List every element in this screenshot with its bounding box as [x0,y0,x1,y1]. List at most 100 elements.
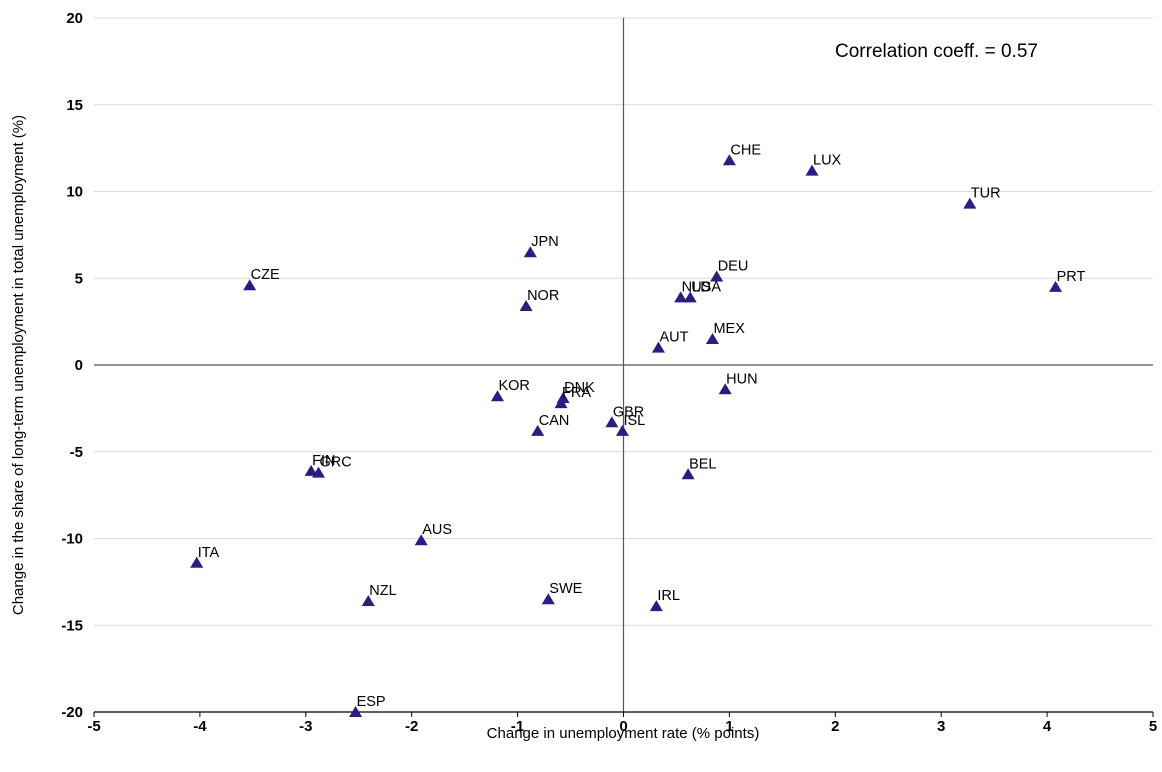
data-point: PRT [1049,269,1085,292]
y-tick-label: -20 [61,704,83,721]
data-point: LUX [805,153,842,176]
point-label: BEL [689,456,716,472]
data-point: SWE [541,581,583,605]
y-tick-label: 10 [66,184,83,201]
point-label: ESP [357,694,386,710]
triangle-marker [649,600,663,612]
data-point: ESP [349,694,386,717]
y-tick-label: -15 [61,617,83,634]
x-tick-label: -2 [405,718,418,735]
data-point: HUN [718,371,758,395]
x-tick-label: 1 [725,718,733,735]
triangle-marker [414,534,428,546]
triangle-marker [312,466,326,478]
y-tick-label: 20 [66,10,83,27]
y-tick-label: -5 [70,444,83,461]
x-tick-label: 2 [831,718,839,735]
triangle-marker [805,164,819,176]
point-label: CAN [539,413,570,429]
point-label: NLD [682,279,711,295]
point-label: GRC [320,455,352,471]
data-point: NOR [519,288,559,312]
data-point: FRA [554,385,591,409]
point-label: GBR [613,404,644,420]
triangle-marker [681,468,695,480]
point-label: JPN [531,234,558,250]
data-point: NLD [674,279,711,303]
x-tick-label: 5 [1149,718,1157,735]
triangle-marker [190,556,204,568]
point-label: USA [691,279,721,295]
x-tick-label: 3 [937,718,945,735]
point-label: AUT [659,330,688,346]
triangle-marker [683,291,697,303]
triangle-marker [304,464,318,476]
triangle-marker [243,279,257,291]
triangle-marker [519,300,533,312]
triangle-marker [490,390,504,402]
y-tick-label: 0 [75,357,83,374]
data-point: DEU [710,259,748,282]
x-tick-label: -5 [87,718,100,735]
point-label: ITA [198,545,220,561]
triangle-marker [541,593,555,605]
x-tick-label: 4 [1043,718,1052,735]
axes [93,18,1154,717]
point-label: NZL [369,583,396,599]
triangle-marker [523,246,537,258]
triangle-marker [1049,280,1063,292]
triangle-marker [531,424,545,436]
y-tick-label: 15 [66,97,83,114]
triangle-marker [651,341,665,353]
data-point: IRL [649,588,680,612]
x-tick-label: -4 [193,718,207,735]
x-axis-title: Change in unemployment rate (% points) [487,725,760,742]
point-label: FIN [312,453,335,469]
point-label: TUR [971,186,1001,202]
data-point: USA [683,279,721,303]
data-point: CZE [243,267,280,291]
triangle-marker [554,397,568,409]
x-tick-label: 0 [619,718,627,735]
point-label: SWE [549,581,582,597]
y-axis-title: Change in the share of long-term unemplo… [10,115,27,615]
data-point: JPN [523,234,559,258]
triangle-marker [349,706,363,717]
point-label: PRT [1057,269,1086,285]
triangle-marker [963,197,977,209]
data-point: GBR [605,404,644,428]
data-point: MEX [705,321,745,344]
triangle-marker [710,270,724,282]
data-point: BEL [681,456,717,480]
data-point: TUR [963,186,1001,209]
data-point: AUS [414,522,452,546]
data-point: CAN [531,413,569,436]
x-tick-label: -1 [511,718,524,735]
data-point: FIN [304,453,335,476]
y-tick-label: 5 [75,270,83,287]
point-label: ISL [623,413,645,429]
triangle-marker [361,594,375,606]
triangle-marker [674,291,688,303]
data-point: KOR [490,378,530,402]
data-point: GRC [312,455,352,478]
triangle-marker [718,383,732,395]
point-label: LUX [813,153,842,169]
point-label: AUS [422,522,452,538]
triangle-marker [615,424,629,436]
point-label: KOR [498,378,529,394]
triangle-marker [605,416,619,428]
x-tick-label: -3 [299,718,312,735]
point-label: MEX [713,321,745,337]
point-label: NOR [527,288,559,304]
data-point: ITA [190,545,220,568]
y-tick-label: -10 [61,531,83,548]
point-label: DNK [564,380,595,396]
point-label: CZE [251,267,280,283]
point-label: IRL [657,588,680,604]
data-point: ISL [615,413,645,436]
triangle-marker [722,154,736,166]
